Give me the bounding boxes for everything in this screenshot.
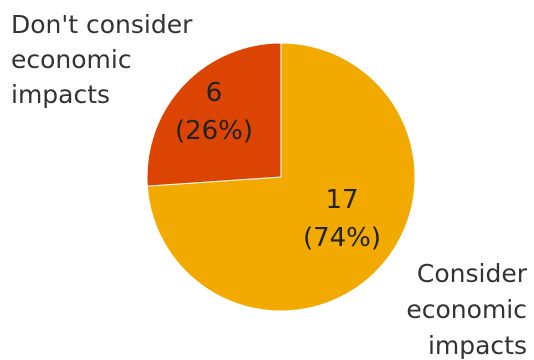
category-label-consider-line-2: economic — [406, 295, 527, 324]
category-label-consider-line-1: Consider — [417, 259, 528, 288]
slice-value-dont-consider: 6 — [206, 78, 223, 108]
pie-slices — [146, 42, 416, 312]
slice-value-consider: 17 — [325, 185, 358, 215]
category-label-consider-line-3: impacts — [428, 331, 527, 360]
category-label-dont-consider-line-2: economic — [11, 45, 132, 74]
slice-percent-dont-consider: (26%) — [175, 116, 253, 146]
pie-slice-dont-consider — [146, 42, 282, 187]
category-label-dont-consider-line-1: Don't consider — [11, 10, 193, 39]
slice-percent-consider: (74%) — [303, 223, 381, 253]
category-label-dont-consider-line-3: impacts — [11, 80, 110, 109]
